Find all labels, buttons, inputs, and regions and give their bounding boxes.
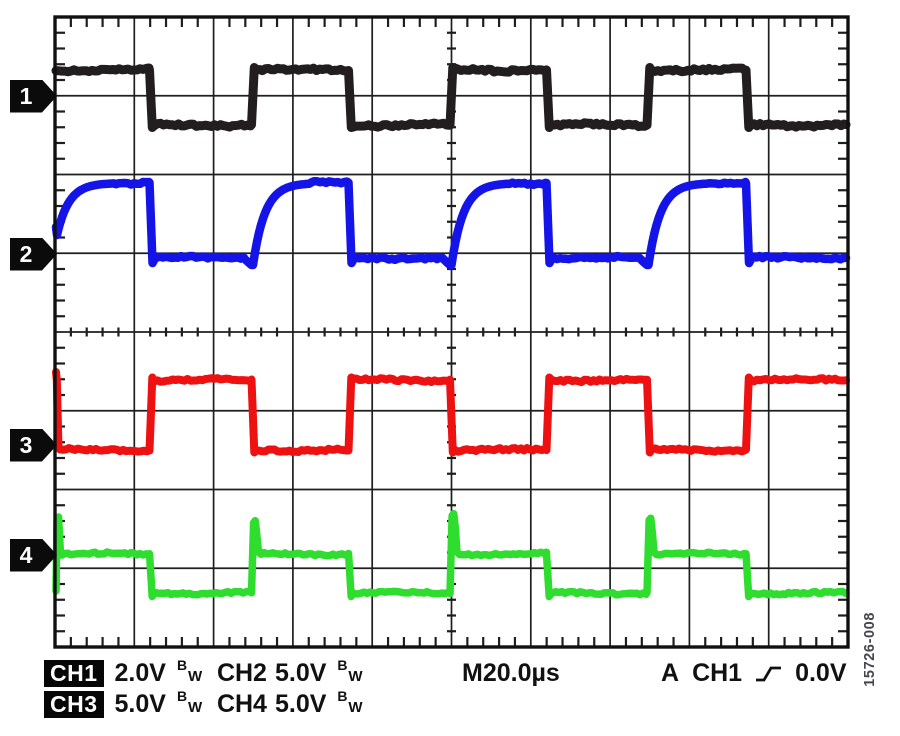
figure-number: 15726-008 — [862, 612, 878, 687]
channel-marker-2-label: 2 — [19, 240, 33, 267]
ch3-scale: 5.0V — [114, 690, 166, 718]
rising-edge-icon — [756, 666, 782, 681]
trace-ch1 — [51, 63, 851, 132]
trigger-level: 0.0V — [795, 659, 847, 687]
trace-ch4 — [52, 509, 850, 601]
timebase-readout: M20.0µs — [462, 659, 560, 688]
trace-ch3 — [52, 368, 850, 457]
ch4-label: CH4 — [216, 690, 267, 718]
timebase-value: M20.0µs — [462, 659, 560, 687]
channel-marker-4-label: 4 — [19, 541, 33, 568]
ch2-scale: 5.0V — [274, 659, 327, 687]
channel-marker-1-label: 1 — [19, 82, 33, 109]
trace-ch2 — [51, 176, 851, 270]
ch3-badge: CH3 — [44, 691, 104, 718]
ch4-scale: 5.0V — [274, 690, 327, 718]
ch2-label: CH2 — [216, 659, 267, 687]
trigger-mode: A — [661, 659, 680, 687]
channel-marker-3-label: 3 — [19, 431, 33, 458]
trigger-source: CH1 — [692, 659, 743, 687]
ch1-badge: CH1 — [44, 660, 104, 687]
trigger-readout: A CH1 0.0V — [661, 659, 847, 688]
ch1-scale: 2.0V — [114, 659, 166, 687]
